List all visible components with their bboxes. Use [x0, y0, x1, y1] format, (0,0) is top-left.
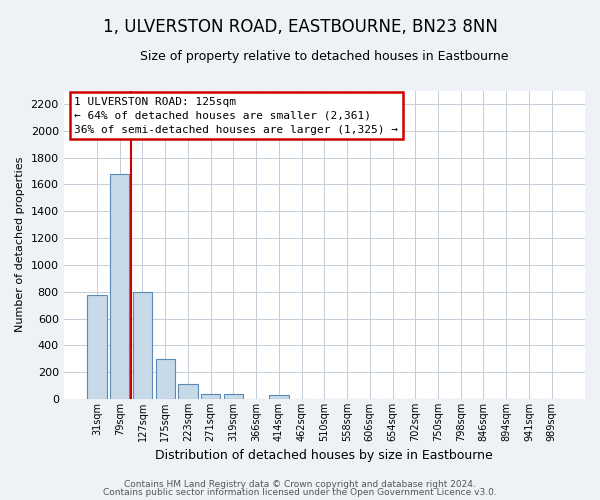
- Bar: [88, 295, 107, 399]
- Bar: [110, 174, 130, 399]
- Text: 1, ULVERSTON ROAD, EASTBOURNE, BN23 8NN: 1, ULVERSTON ROAD, EASTBOURNE, BN23 8NN: [103, 18, 497, 36]
- Bar: [155, 360, 175, 399]
- Text: 1 ULVERSTON ROAD: 125sqm
← 64% of detached houses are smaller (2,361)
36% of sem: 1 ULVERSTON ROAD: 125sqm ← 64% of detach…: [74, 96, 398, 134]
- Text: Contains HM Land Registry data © Crown copyright and database right 2024.: Contains HM Land Registry data © Crown c…: [124, 480, 476, 489]
- Text: Contains public sector information licensed under the Open Government Licence v3: Contains public sector information licen…: [103, 488, 497, 497]
- Bar: [269, 395, 289, 399]
- Bar: [133, 292, 152, 399]
- Bar: [224, 394, 243, 399]
- Bar: [178, 384, 197, 399]
- Bar: [201, 394, 220, 399]
- X-axis label: Distribution of detached houses by size in Eastbourne: Distribution of detached houses by size …: [155, 450, 493, 462]
- Y-axis label: Number of detached properties: Number of detached properties: [15, 157, 25, 332]
- Title: Size of property relative to detached houses in Eastbourne: Size of property relative to detached ho…: [140, 50, 509, 63]
